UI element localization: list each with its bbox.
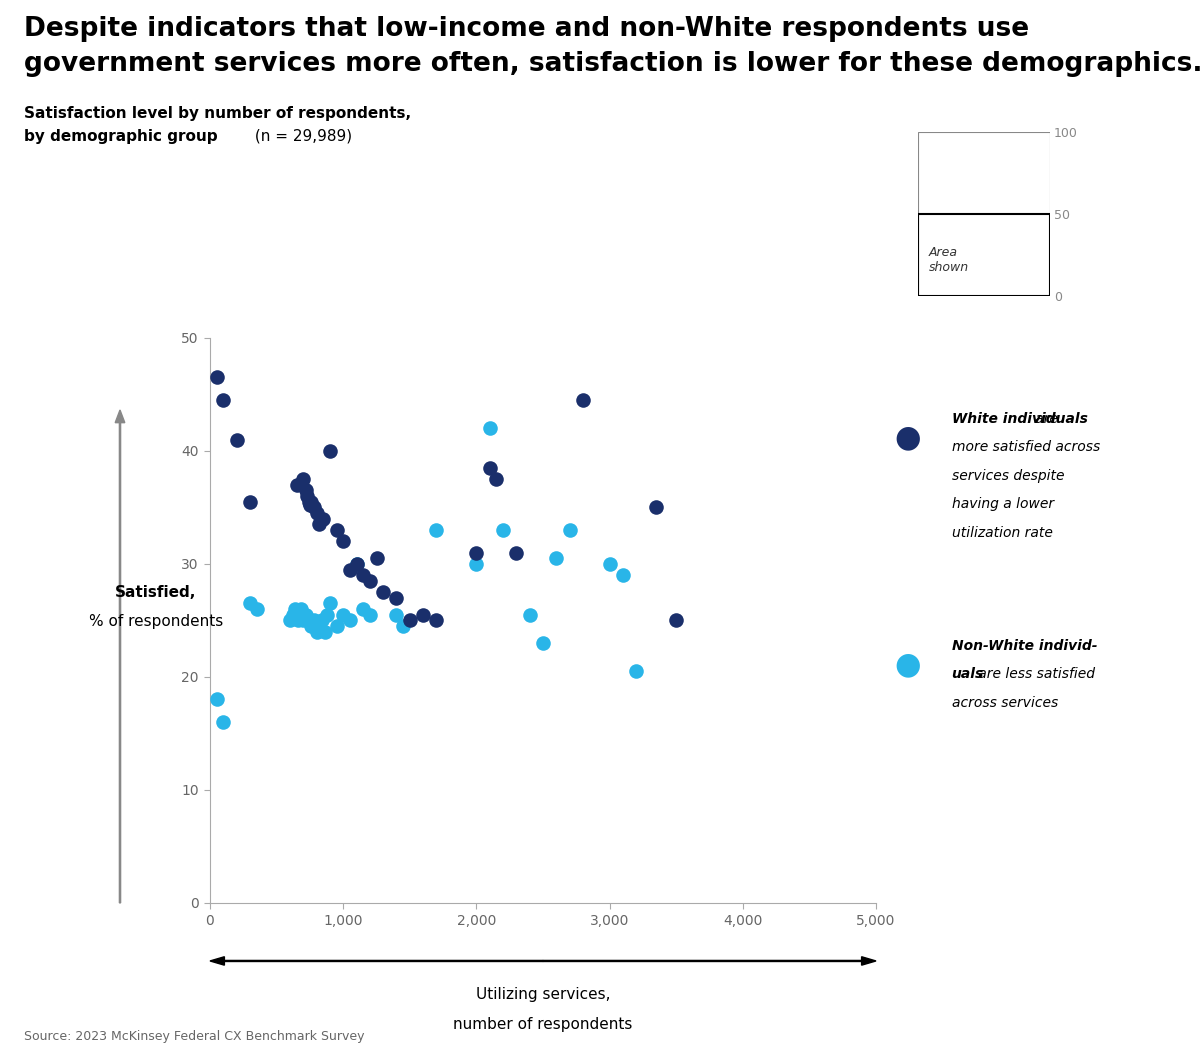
Point xyxy=(290,601,310,618)
Point xyxy=(283,606,302,623)
Point xyxy=(520,606,539,623)
Point xyxy=(647,499,666,516)
Point xyxy=(227,431,246,448)
Point xyxy=(354,601,373,618)
Point xyxy=(286,601,305,618)
Point xyxy=(301,618,320,635)
Point xyxy=(307,623,326,640)
Text: are less satisfied: are less satisfied xyxy=(952,667,1094,681)
Point xyxy=(298,488,317,505)
Point xyxy=(326,618,346,635)
Text: are: are xyxy=(952,412,1057,426)
Point xyxy=(467,544,486,561)
Point xyxy=(299,611,318,628)
Text: utilization rate: utilization rate xyxy=(952,526,1052,540)
Text: ●: ● xyxy=(894,650,920,680)
Point xyxy=(294,471,313,488)
Point xyxy=(313,510,332,527)
Text: White individuals: White individuals xyxy=(952,412,1087,426)
Point xyxy=(467,555,486,572)
Point xyxy=(373,584,392,601)
Point xyxy=(667,611,686,628)
Point xyxy=(386,589,406,606)
Point xyxy=(214,714,233,731)
Point xyxy=(341,611,360,628)
Point xyxy=(287,476,306,493)
Text: government services more often, satisfaction is lower for these demographics.: government services more often, satisfac… xyxy=(24,51,1200,77)
Point xyxy=(347,555,366,572)
Point xyxy=(613,567,632,584)
Point xyxy=(314,623,334,640)
Text: number of respondents: number of respondents xyxy=(454,1017,632,1032)
Point xyxy=(354,567,373,584)
Point xyxy=(294,611,313,628)
Point xyxy=(414,606,433,623)
Point xyxy=(547,550,566,567)
Point xyxy=(574,392,593,409)
Point xyxy=(334,533,353,550)
Text: Despite indicators that low-income and non-White respondents use: Despite indicators that low-income and n… xyxy=(24,16,1030,42)
Point xyxy=(299,493,318,510)
Point xyxy=(341,561,360,578)
Point xyxy=(560,522,580,539)
Point xyxy=(247,601,266,618)
Text: Satisfaction level by number of respondents,: Satisfaction level by number of responde… xyxy=(24,106,412,120)
Text: (n = 29,989): (n = 29,989) xyxy=(250,129,352,144)
Text: Satisfied,: Satisfied, xyxy=(115,585,197,600)
Point xyxy=(394,618,413,635)
Text: by demographic group: by demographic group xyxy=(24,129,217,144)
Point xyxy=(240,493,259,510)
Point xyxy=(296,482,316,498)
Point xyxy=(427,522,446,539)
Point xyxy=(320,595,340,611)
Point xyxy=(347,555,366,572)
Point xyxy=(487,471,506,488)
Point xyxy=(626,663,646,680)
Text: having a lower: having a lower xyxy=(952,497,1054,511)
Point xyxy=(296,606,316,623)
Text: Utilizing services,: Utilizing services, xyxy=(475,987,611,1002)
Point xyxy=(208,691,227,708)
Point xyxy=(310,618,329,635)
Point xyxy=(533,635,552,652)
Point xyxy=(480,459,499,476)
Point xyxy=(506,544,526,561)
Point xyxy=(334,606,353,623)
Text: Area
shown: Area shown xyxy=(929,246,968,274)
Point xyxy=(301,493,320,510)
Point xyxy=(493,522,512,539)
Point xyxy=(240,595,259,611)
Point xyxy=(360,606,379,623)
Point xyxy=(281,611,300,628)
Text: Source: 2023 McKinsey Federal CX Benchmark Survey: Source: 2023 McKinsey Federal CX Benchma… xyxy=(24,1031,365,1043)
Point xyxy=(386,606,406,623)
Text: Non-White individ-: Non-White individ- xyxy=(952,639,1097,653)
Point xyxy=(305,611,324,628)
Point xyxy=(600,555,619,572)
Point xyxy=(214,392,233,409)
Bar xyxy=(918,213,1050,296)
Point xyxy=(288,611,307,628)
Text: % of respondents: % of respondents xyxy=(89,615,223,629)
Point xyxy=(401,611,420,628)
Point xyxy=(326,522,346,539)
Point xyxy=(300,496,319,513)
Point xyxy=(360,572,379,589)
Point xyxy=(307,505,326,522)
Text: services despite: services despite xyxy=(952,469,1064,483)
Point xyxy=(427,611,446,628)
Text: more satisfied across: more satisfied across xyxy=(952,440,1100,454)
Point xyxy=(480,420,499,437)
Point xyxy=(305,499,324,516)
Text: ●: ● xyxy=(894,423,920,453)
Point xyxy=(312,611,331,628)
Text: uals: uals xyxy=(952,667,984,681)
Point xyxy=(318,606,337,623)
Point xyxy=(208,369,227,385)
Text: across services: across services xyxy=(952,696,1058,710)
Point xyxy=(320,442,340,459)
Point xyxy=(367,550,386,567)
Point xyxy=(310,516,329,533)
